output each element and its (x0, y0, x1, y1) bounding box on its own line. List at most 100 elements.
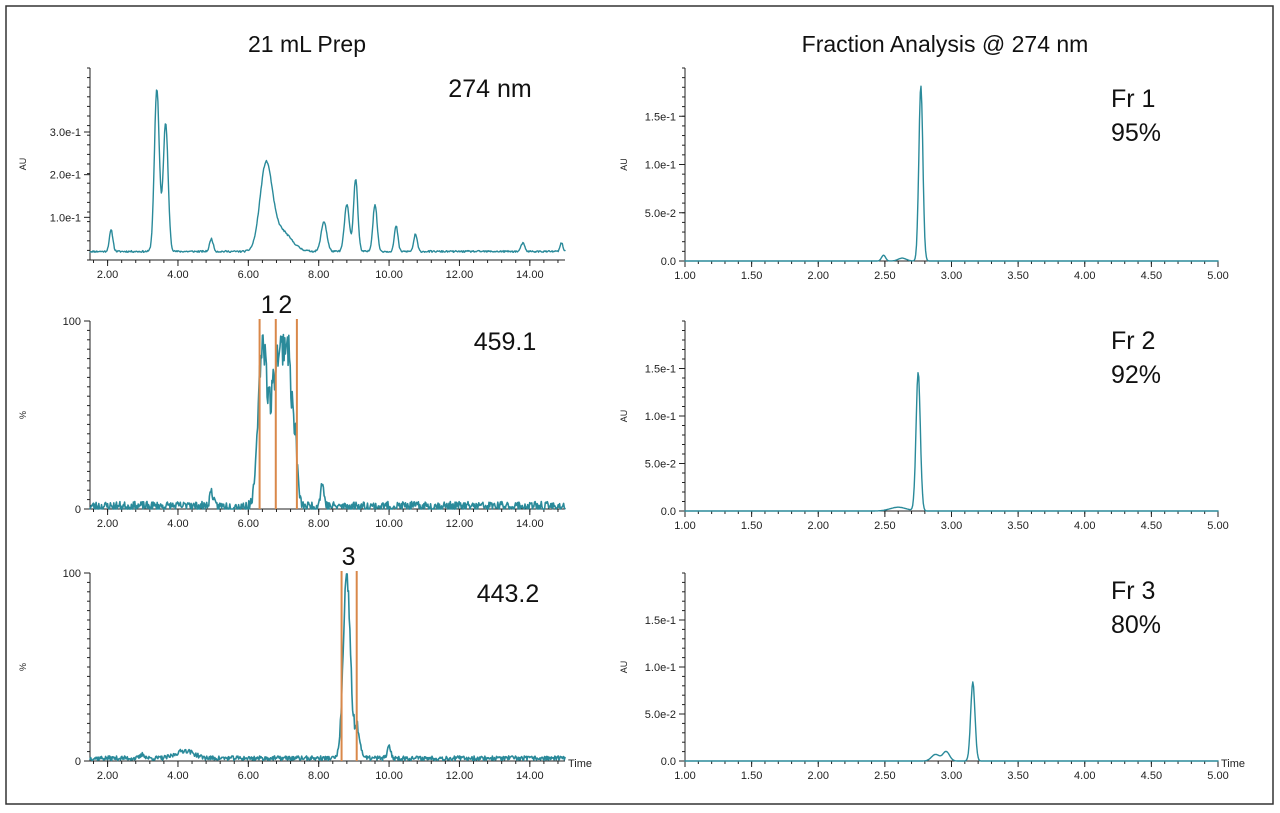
x-tick-label: 3.00 (941, 270, 962, 282)
x-tick-label: 14.00 (516, 269, 544, 281)
x-tick-label: 12.00 (446, 269, 474, 281)
x-tick-label: 4.00 (167, 269, 188, 281)
x-tick-label: 10.00 (375, 770, 403, 782)
x-tick-label: 12.00 (446, 770, 474, 782)
y-axis-label: AU (619, 410, 629, 423)
trace-annotation: Fr 1 (1111, 85, 1155, 113)
trace-annotation: 459.1 (474, 328, 537, 356)
x-tick-label: 5.00 (1207, 270, 1228, 282)
x-tick-label: 2.00 (808, 270, 829, 282)
y-tick-label: 0.0 (661, 756, 676, 768)
y-tick-label: 2.0e-1 (50, 170, 81, 182)
purity-annotation: 92% (1111, 361, 1161, 389)
y-tick-label: 1.0e-1 (50, 212, 81, 224)
x-tick-label: 8.00 (308, 770, 329, 782)
x-tick-label: 1.00 (674, 270, 695, 282)
fraction-1-panel: 0.0 5.0e-2 1.0e-1 1.5e-1 1.00 1.50 2.00 2.50 3.0… (619, 67, 1229, 282)
trace-line (684, 681, 1219, 762)
x-axis-label: Time (568, 758, 592, 770)
x-tick-label: 14.00 (516, 518, 544, 530)
fraction-marker-label: 3 (342, 543, 356, 571)
y-tick-label: 1.0e-1 (645, 411, 676, 423)
y-tick-label: 1.0e-1 (645, 662, 676, 674)
x-tick-label: 4.00 (1074, 520, 1095, 532)
x-tick-label: 3.50 (1007, 770, 1028, 782)
x-tick-label: 2.00 (808, 520, 829, 532)
x-tick-label: 4.00 (1074, 770, 1095, 782)
fraction-2-panel: 0.0 5.0e-2 1.0e-1 1.5e-1 1.00 1.50 2.00 2.50 3.0… (619, 320, 1229, 532)
trace-line (89, 89, 566, 253)
trace-annotation: Fr 2 (1111, 327, 1155, 355)
x-tick-label: 2.00 (97, 770, 118, 782)
x-tick-label: 4.00 (167, 770, 188, 782)
trace-line (684, 372, 1219, 512)
x-tick-label: 14.00 (516, 770, 544, 782)
y-tick-label: 100 (63, 316, 81, 328)
trace-line (684, 85, 1219, 262)
prep-ms-443-panel: 0 100 2.00 4.00 6.00 8.00 10.00 12.00 14.00% Time… (18, 543, 592, 782)
x-tick-label: 10.00 (375, 518, 403, 530)
x-tick-label: 1.00 (674, 520, 695, 532)
x-tick-label: 1.50 (741, 520, 762, 532)
prep-uv-274nm-panel: 1.0e-1 2.0e-1 3.0e-1 2.00 4.00 6.00 8.00 10.00 1… (18, 67, 566, 281)
y-axis-label: % (18, 663, 28, 671)
y-axis-label: % (18, 411, 28, 419)
y-axis-label: AU (619, 158, 629, 171)
y-tick-label: 0 (75, 756, 81, 768)
x-tick-label: 8.00 (308, 518, 329, 530)
trace-annotation: 274 nm (448, 75, 531, 103)
trace-line (89, 573, 566, 762)
x-tick-label: 4.50 (1141, 520, 1162, 532)
figure-border (5, 5, 1274, 805)
y-tick-label: 5.0e-2 (645, 208, 676, 220)
y-tick-label: 5.0e-2 (645, 709, 676, 721)
x-tick-label: 6.00 (238, 269, 259, 281)
y-tick-label: 3.0e-1 (50, 127, 81, 139)
trace-annotation: 443.2 (477, 580, 540, 608)
y-tick-label: 1.5e-1 (645, 615, 676, 627)
right-column-title: Fraction Analysis @ 274 nm (802, 31, 1089, 57)
y-axis-label: AU (18, 158, 28, 171)
x-tick-label: 2.50 (874, 270, 895, 282)
y-axis-label: AU (619, 661, 629, 674)
purity-annotation: 95% (1111, 119, 1161, 147)
x-tick-label: 5.00 (1207, 520, 1228, 532)
y-tick-label: 1.5e-1 (645, 364, 676, 376)
x-tick-label: 3.50 (1007, 270, 1028, 282)
x-tick-label: 8.00 (308, 269, 329, 281)
x-tick-label: 3.50 (1007, 520, 1028, 532)
x-tick-label: 4.00 (1074, 270, 1095, 282)
y-tick-label: 5.0e-2 (645, 459, 676, 471)
y-tick-label: 1.0e-1 (645, 160, 676, 172)
x-tick-label: 1.50 (741, 270, 762, 282)
trace-line (89, 333, 566, 510)
x-tick-label: 3.00 (941, 770, 962, 782)
purity-annotation: 80% (1111, 611, 1161, 639)
x-tick-label: 1.00 (674, 770, 695, 782)
x-tick-label: 2.00 (97, 518, 118, 530)
x-tick-label: 4.50 (1141, 270, 1162, 282)
x-tick-label: 5.00 (1207, 770, 1228, 782)
y-tick-label: 0 (75, 504, 81, 516)
x-tick-label: 6.00 (238, 518, 259, 530)
left-column-title: 21 mL Prep (248, 31, 366, 57)
prep-ms-459-panel: 0 100 2.00 4.00 6.00 8.00 10.00 12.00 14.00% 1 2 45… (18, 291, 566, 530)
fraction-marker-label: 1 (261, 291, 275, 319)
x-axis-label: Time (1221, 758, 1245, 770)
x-tick-label: 6.00 (238, 770, 259, 782)
x-tick-label: 1.50 (741, 770, 762, 782)
x-tick-label: 2.00 (808, 770, 829, 782)
fraction-marker-label: 2 (278, 291, 292, 319)
x-tick-label: 12.00 (446, 518, 474, 530)
x-tick-label: 2.50 (874, 520, 895, 532)
trace-annotation: Fr 3 (1111, 577, 1155, 605)
x-tick-label: 4.50 (1141, 770, 1162, 782)
x-tick-label: 2.00 (97, 269, 118, 281)
y-tick-label: 1.5e-1 (645, 111, 676, 123)
fraction-3-panel: 0.0 5.0e-2 1.0e-1 1.5e-1 1.00 1.50 2.00 2.50 3.0… (619, 572, 1245, 782)
y-tick-label: 100 (63, 568, 81, 580)
y-tick-label: 0.0 (661, 506, 676, 518)
x-tick-label: 4.00 (167, 518, 188, 530)
y-tick-label: 0.0 (661, 256, 676, 268)
